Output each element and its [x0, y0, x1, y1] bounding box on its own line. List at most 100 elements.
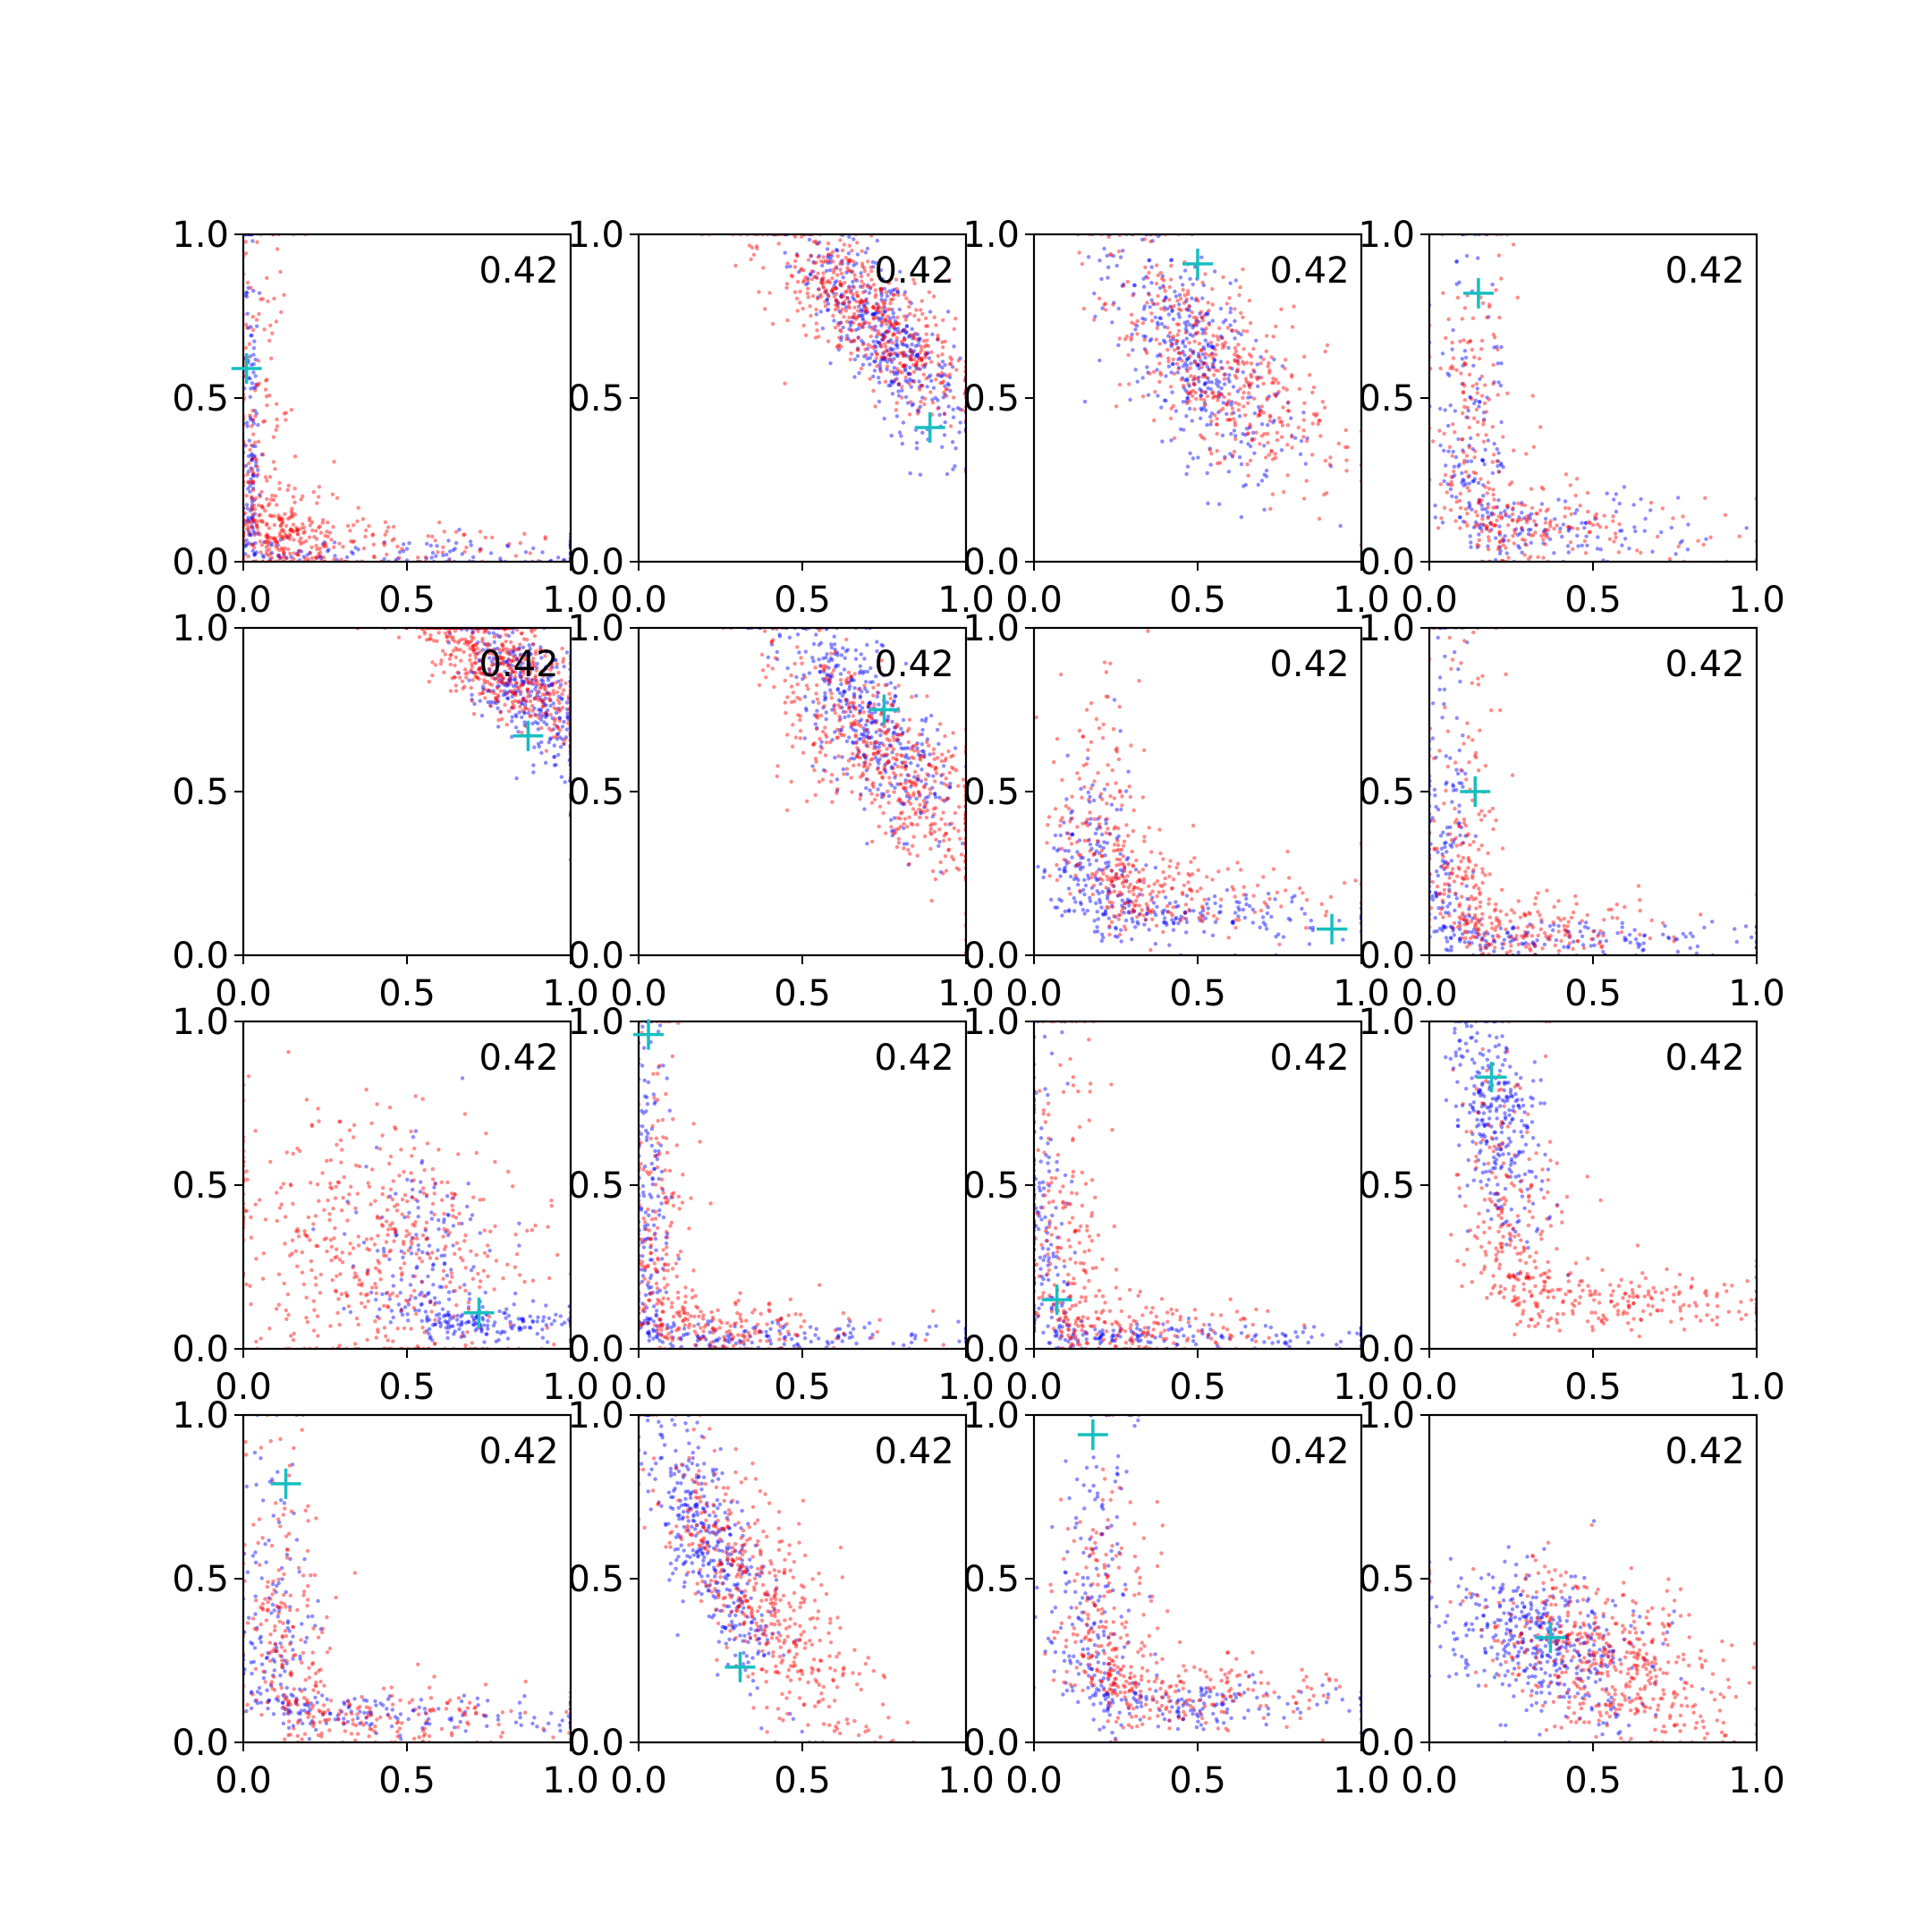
- red-point: [1233, 328, 1239, 334]
- blue-point: [1191, 334, 1195, 338]
- red-point: [1241, 395, 1245, 400]
- blue-point: [859, 652, 863, 657]
- red-point: [352, 538, 357, 544]
- red-point: [1447, 445, 1453, 449]
- red-point: [852, 339, 857, 343]
- red-point: [259, 519, 265, 523]
- blue-point: [904, 794, 910, 799]
- red-point: [515, 685, 520, 691]
- red-point: [266, 543, 271, 547]
- red-point: [917, 807, 921, 812]
- red-point: [1251, 368, 1256, 372]
- red-point: [277, 480, 282, 486]
- blue-point: [1166, 334, 1171, 338]
- red-point: [332, 460, 336, 464]
- red-point: [857, 750, 861, 754]
- blue-point: [1184, 471, 1189, 477]
- blue-point: [865, 842, 869, 846]
- blue-point: [1230, 454, 1235, 459]
- blue-point: [1438, 443, 1443, 448]
- red-point: [1301, 428, 1306, 433]
- blue-point: [550, 682, 555, 686]
- blue-point: [835, 248, 839, 252]
- blue-point: [530, 721, 535, 726]
- red-point: [1171, 403, 1176, 409]
- red-point: [1450, 364, 1454, 369]
- red-point: [877, 305, 882, 309]
- blue-point: [939, 781, 944, 785]
- blue-point: [1680, 538, 1684, 543]
- blue-point: [1545, 531, 1549, 537]
- red-point: [528, 672, 532, 676]
- blue-point: [1170, 390, 1174, 394]
- red-point: [927, 762, 931, 767]
- red-point: [942, 834, 946, 838]
- red-point: [915, 359, 919, 364]
- blue-point: [851, 284, 855, 289]
- blue-point: [538, 708, 543, 712]
- red-point: [1325, 491, 1329, 496]
- blue-point: [544, 649, 549, 655]
- blue-point: [1465, 459, 1470, 464]
- red-point: [899, 773, 903, 777]
- y-tick-label: 0.5: [1358, 378, 1415, 419]
- red-point: [911, 335, 915, 339]
- blue-point: [943, 420, 947, 425]
- red-point: [1583, 551, 1589, 555]
- y-tick-label: 0.5: [962, 378, 1020, 419]
- red-point: [447, 657, 453, 661]
- blue-point: [794, 251, 800, 257]
- red-point: [884, 732, 888, 736]
- blue-point: [1170, 342, 1174, 346]
- blue-point: [1235, 359, 1241, 363]
- plus-marker: [513, 720, 544, 751]
- red-point: [941, 318, 945, 323]
- red-point: [1162, 285, 1166, 290]
- red-point: [504, 640, 508, 644]
- blue-point: [1241, 369, 1245, 375]
- blue-point: [856, 335, 860, 340]
- y-tick-label: 0.5: [172, 378, 229, 419]
- blue-point: [864, 777, 869, 782]
- red-point: [860, 300, 865, 304]
- blue-point: [843, 715, 847, 720]
- red-point: [500, 656, 504, 660]
- red-point: [835, 343, 841, 348]
- blue-point: [1142, 304, 1148, 309]
- red-point: [896, 381, 902, 386]
- red-point: [929, 832, 934, 836]
- scatter-points: [1429, 234, 1757, 562]
- blue-point: [905, 773, 910, 777]
- blue-point: [251, 454, 256, 460]
- red-point: [869, 284, 873, 289]
- blue-point: [1489, 513, 1494, 517]
- red-point: [1185, 369, 1190, 374]
- blue-point: [1187, 384, 1192, 388]
- red-point: [1261, 411, 1267, 415]
- blue-point: [890, 833, 894, 838]
- red-point: [260, 520, 265, 524]
- red-point: [888, 298, 894, 302]
- red-point: [1703, 496, 1707, 500]
- red-point: [1218, 392, 1224, 396]
- blue-point: [541, 668, 547, 674]
- red-point: [260, 504, 265, 509]
- red-point: [285, 516, 291, 521]
- blue-point: [496, 706, 500, 710]
- red-point: [858, 797, 862, 801]
- blue-point: [1120, 284, 1124, 288]
- red-point: [1271, 335, 1275, 339]
- blue-point: [251, 346, 257, 351]
- red-point: [462, 532, 467, 537]
- red-point: [1465, 523, 1470, 528]
- blue-point: [889, 360, 894, 364]
- red-point: [477, 667, 481, 672]
- red-point: [856, 723, 860, 727]
- red-point: [551, 689, 555, 693]
- red-point: [925, 694, 929, 699]
- blue-point: [826, 682, 831, 687]
- red-point: [908, 779, 912, 784]
- blue-point: [1199, 394, 1203, 398]
- red-point: [873, 741, 878, 745]
- blue-point: [1177, 315, 1182, 319]
